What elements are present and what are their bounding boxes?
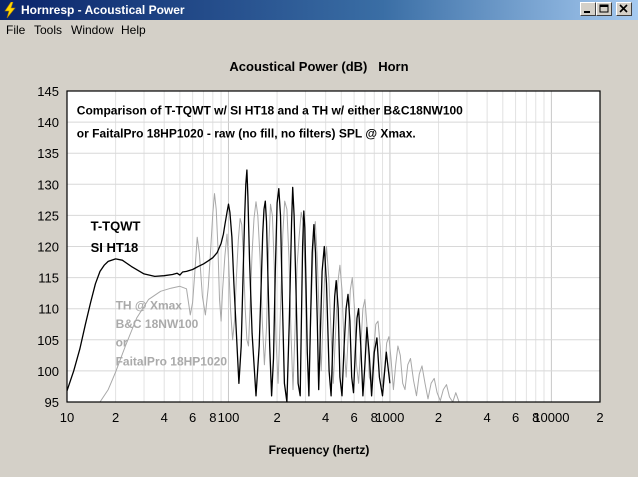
chart-annotation: or: [116, 336, 128, 350]
chart-annotation: FaitalPro 18HP1020: [116, 354, 228, 368]
chart-annotation: TH @ Xmax: [116, 298, 183, 312]
x-tick-label: 6: [350, 410, 357, 425]
x-tick-label: 8: [532, 410, 539, 425]
lightning-icon: [4, 2, 16, 18]
y-tick-label: 135: [37, 146, 59, 161]
y-tick-label: 125: [37, 208, 59, 223]
chart-annotation: SI HT18: [91, 240, 139, 255]
x-tick-label: 10: [60, 410, 74, 425]
y-tick-label: 145: [37, 84, 59, 99]
y-tick-label: 100: [37, 364, 59, 379]
y-tick-label: 120: [37, 240, 59, 255]
window-title-bar[interactable]: Hornresp - Acoustical Power: [0, 0, 638, 20]
x-tick-label: 8: [209, 410, 216, 425]
menu-help[interactable]: Help: [121, 23, 146, 37]
x-tick-label: 2: [112, 410, 119, 425]
chart-annotation: Comparison of T-TQWT w/ SI HT18 and a TH…: [77, 104, 463, 118]
y-tick-label: 140: [37, 115, 59, 130]
x-tick-label: 1000: [375, 410, 404, 425]
y-tick-label: 105: [37, 333, 59, 348]
x-tick-label: 6: [189, 410, 196, 425]
y-tick-label: 130: [37, 177, 59, 192]
x-axis-label: Frequency (hertz): [268, 443, 370, 457]
close-button[interactable]: [616, 2, 632, 16]
close-icon: [619, 4, 628, 13]
x-tick-label: 100: [218, 410, 240, 425]
menu-window[interactable]: Window: [71, 23, 114, 37]
chart-panel: Acoustical Power (dB) Horn 95 100 105 110 11…: [0, 39, 638, 477]
x-tick-label: 2: [273, 410, 280, 425]
chart-annotation: T-TQWT: [91, 218, 141, 233]
maximize-icon: [599, 4, 609, 13]
window-title: Hornresp - Acoustical Power: [21, 3, 185, 17]
menu-file[interactable]: File: [6, 23, 26, 37]
x-tick-label: 2: [435, 410, 442, 425]
x-tick-label: 4: [161, 410, 168, 425]
y-tick-label: 115: [38, 271, 59, 286]
x-tick-label: 4: [322, 410, 329, 425]
menu-bar: File Tools Window Help: [0, 20, 638, 39]
chart-title: Acoustical Power (dB) Horn: [229, 59, 409, 74]
plot-frame: [66, 90, 601, 403]
x-tick-label: 4: [484, 410, 491, 425]
minimize-button[interactable]: [580, 2, 596, 16]
x-tick-label: 2: [596, 410, 603, 425]
x-tick-label: 6: [512, 410, 519, 425]
y-tick-label: 95: [45, 395, 59, 410]
chart-annotation: B&C 18NW100: [116, 317, 199, 331]
x-tick-label: 8: [371, 410, 378, 425]
x-tick-label: 10000: [533, 410, 569, 425]
y-tick-label: 110: [38, 302, 59, 317]
minimize-icon: [584, 11, 590, 13]
maximize-button[interactable]: [596, 2, 612, 16]
chart-annotation: or FaitalPro 18HP1020 - raw (no fill, no…: [77, 127, 416, 141]
menu-tools[interactable]: Tools: [34, 23, 63, 37]
series-line-0: [67, 169, 391, 402]
